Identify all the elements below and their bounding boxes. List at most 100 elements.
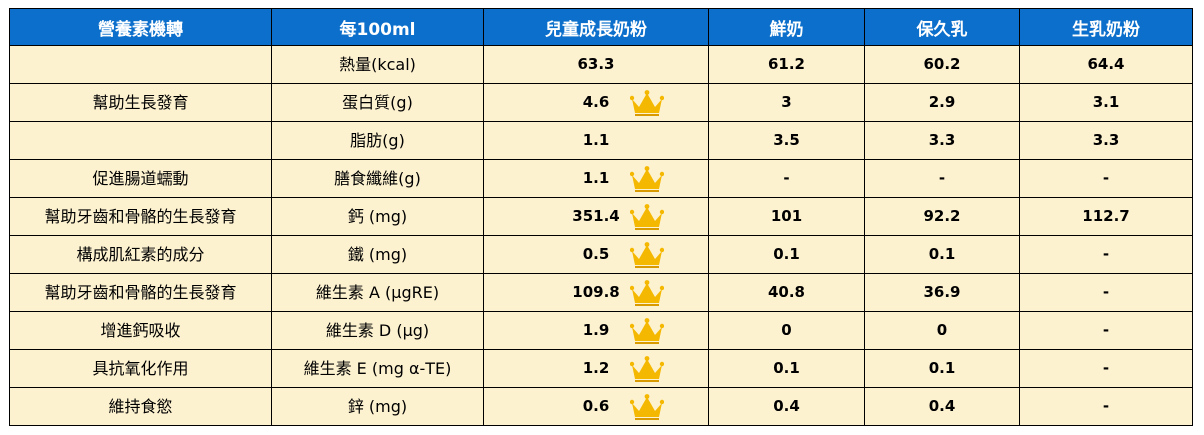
fresh-milk-cell: 3.5 [708, 121, 865, 160]
raw-milk-powder-value: - [1102, 169, 1110, 187]
uht-milk-value: 36.9 [923, 283, 961, 301]
nutrient-value: 維生素 E (mg α-TE) [303, 359, 452, 378]
nutrient-cell: 蛋白質(g) [271, 83, 484, 122]
fresh-milk-cell: 0.1 [708, 349, 865, 388]
fresh-milk-value: 3 [781, 93, 792, 111]
fresh-milk-cell: 40.8 [708, 273, 865, 312]
function-cell: 維持食慾 [9, 387, 272, 426]
uht-milk-value: 0.1 [928, 359, 956, 377]
fresh-milk-cell: 0.4 [708, 387, 865, 426]
function-cell: 幫助牙齒和骨骼的生長發育 [9, 197, 272, 236]
formula-cell: 109.8 [483, 273, 709, 312]
header-row: 營養素機轉 每100ml 兒童成長奶粉 鮮奶 保久乳 生乳奶粉 [9, 8, 1193, 46]
table-row: 幫助生長發育 蛋白質(g) 4.6 3 2.9 3.1 [9, 83, 1193, 122]
function-cell: 具抗氧化作用 [9, 349, 272, 388]
header-function: 營養素機轉 [9, 8, 272, 46]
nutrient-value: 熱量(kcal) [339, 55, 416, 74]
fresh-milk-cell: 61.2 [708, 45, 865, 84]
formula-cell: 1.2 [483, 349, 709, 388]
fresh-milk-value: 0.1 [773, 359, 800, 377]
fresh-milk-value: 40.8 [767, 283, 805, 301]
function-cell: 促進腸道蠕動 [9, 159, 272, 198]
formula-value: 1.9 [582, 321, 610, 339]
function-value: 構成肌紅素的成分 [76, 245, 205, 264]
raw-milk-powder-value: 64.4 [1087, 55, 1125, 73]
formula-cell: 0.5 [483, 235, 709, 274]
raw-milk-powder-value: - [1102, 321, 1110, 339]
raw-milk-powder-cell: 3.1 [1019, 83, 1193, 122]
nutrient-cell: 脂肪(g) [271, 121, 484, 160]
header-uht-milk: 保久乳 [864, 8, 1020, 46]
raw-milk-powder-cell: - [1019, 273, 1193, 312]
crown-icon [629, 317, 665, 345]
function-cell: 幫助生長發育 [9, 83, 272, 122]
crown-icon [629, 393, 665, 421]
fresh-milk-value: 0.1 [773, 245, 800, 263]
raw-milk-powder-cell: - [1019, 159, 1193, 198]
nutrient-cell: 維生素 D (μg) [271, 311, 484, 350]
uht-milk-cell: 0.4 [864, 387, 1020, 426]
fresh-milk-value: 61.2 [767, 55, 805, 73]
formula-cell: 4.6 [483, 83, 709, 122]
uht-milk-cell: 0.1 [864, 349, 1020, 388]
function-cell: 增進鈣吸收 [9, 311, 272, 350]
nutrient-value: 蛋白質(g) [342, 93, 413, 112]
formula-value: 351.4 [572, 207, 620, 225]
raw-milk-powder-cell: - [1019, 349, 1193, 388]
function-value: 幫助牙齒和骨骼的生長發育 [44, 283, 237, 302]
uht-milk-value: 0 [936, 321, 948, 339]
formula-cell: 0.6 [483, 387, 709, 426]
formula-value: 63.3 [577, 55, 615, 73]
nutrient-value: 脂肪(g) [350, 131, 405, 150]
uht-milk-value: 60.2 [923, 55, 961, 73]
crown-icon [629, 165, 665, 193]
raw-milk-powder-value: 112.7 [1082, 207, 1130, 225]
raw-milk-powder-cell: - [1019, 387, 1193, 426]
header-raw-milk-powder: 生乳奶粉 [1019, 8, 1193, 46]
fresh-milk-value: 0.4 [773, 397, 800, 415]
raw-milk-powder-value: 3.1 [1092, 93, 1120, 111]
formula-value: 0.6 [582, 397, 610, 415]
uht-milk-cell: 36.9 [864, 273, 1020, 312]
uht-milk-value: 2.9 [928, 93, 956, 111]
nutrient-value: 鋅 (mg) [347, 397, 408, 416]
table-row: 具抗氧化作用 維生素 E (mg α-TE) 1.2 0.1 0.1 - [9, 349, 1193, 388]
nutrient-cell: 鋅 (mg) [271, 387, 484, 426]
header-per-100ml: 每100ml [271, 8, 484, 46]
function-cell [9, 45, 272, 84]
raw-milk-powder-value: - [1102, 359, 1110, 377]
header-formula: 兒童成長奶粉 [483, 8, 709, 46]
fresh-milk-value: 0 [781, 321, 792, 339]
function-value: 幫助牙齒和骨骼的生長發育 [44, 207, 237, 226]
table-row: 幫助牙齒和骨骼的生長發育 維生素 A (μgRE) 109.8 40.8 36.9 - [9, 273, 1193, 312]
fresh-milk-cell: 3 [708, 83, 865, 122]
nutrient-value: 鐵 (mg) [347, 245, 408, 264]
table-row: 熱量(kcal) 63.3 61.2 60.2 64.4 [9, 45, 1193, 84]
uht-milk-value: 3.3 [928, 131, 956, 149]
header-fresh-milk: 鮮奶 [708, 8, 865, 46]
uht-milk-cell: 0.1 [864, 235, 1020, 274]
raw-milk-powder-cell: 64.4 [1019, 45, 1193, 84]
function-cell [9, 121, 272, 160]
table-row: 增進鈣吸收 維生素 D (μg) 1.9 0 0 - [9, 311, 1193, 350]
crown-icon [629, 355, 665, 383]
function-value: 幫助生長發育 [92, 93, 189, 112]
function-cell: 構成肌紅素的成分 [9, 235, 272, 274]
nutrient-cell: 鐵 (mg) [271, 235, 484, 274]
nutrition-comparison-table: 營養素機轉 每100ml 兒童成長奶粉 鮮奶 保久乳 生乳奶粉 熱量(kcal)… [9, 8, 1193, 426]
table-row: 維持食慾 鋅 (mg) 0.6 0.4 0.4 - [9, 387, 1193, 426]
formula-cell: 351.4 [483, 197, 709, 236]
uht-milk-value: - [938, 169, 946, 187]
formula-value: 1.1 [582, 131, 610, 149]
fresh-milk-cell: 101 [708, 197, 865, 236]
nutrient-cell: 膳食纖維(g) [271, 159, 484, 198]
formula-value: 4.6 [582, 93, 610, 111]
nutrient-cell: 維生素 E (mg α-TE) [271, 349, 484, 388]
function-value: 促進腸道蠕動 [92, 169, 189, 188]
nutrient-value: 膳食纖維(g) [334, 169, 421, 188]
fresh-milk-value: 3.5 [773, 131, 800, 149]
uht-milk-value: 0.4 [928, 397, 956, 415]
function-value: 具抗氧化作用 [92, 359, 189, 378]
crown-icon [629, 89, 665, 117]
function-value: 增進鈣吸收 [100, 321, 181, 340]
